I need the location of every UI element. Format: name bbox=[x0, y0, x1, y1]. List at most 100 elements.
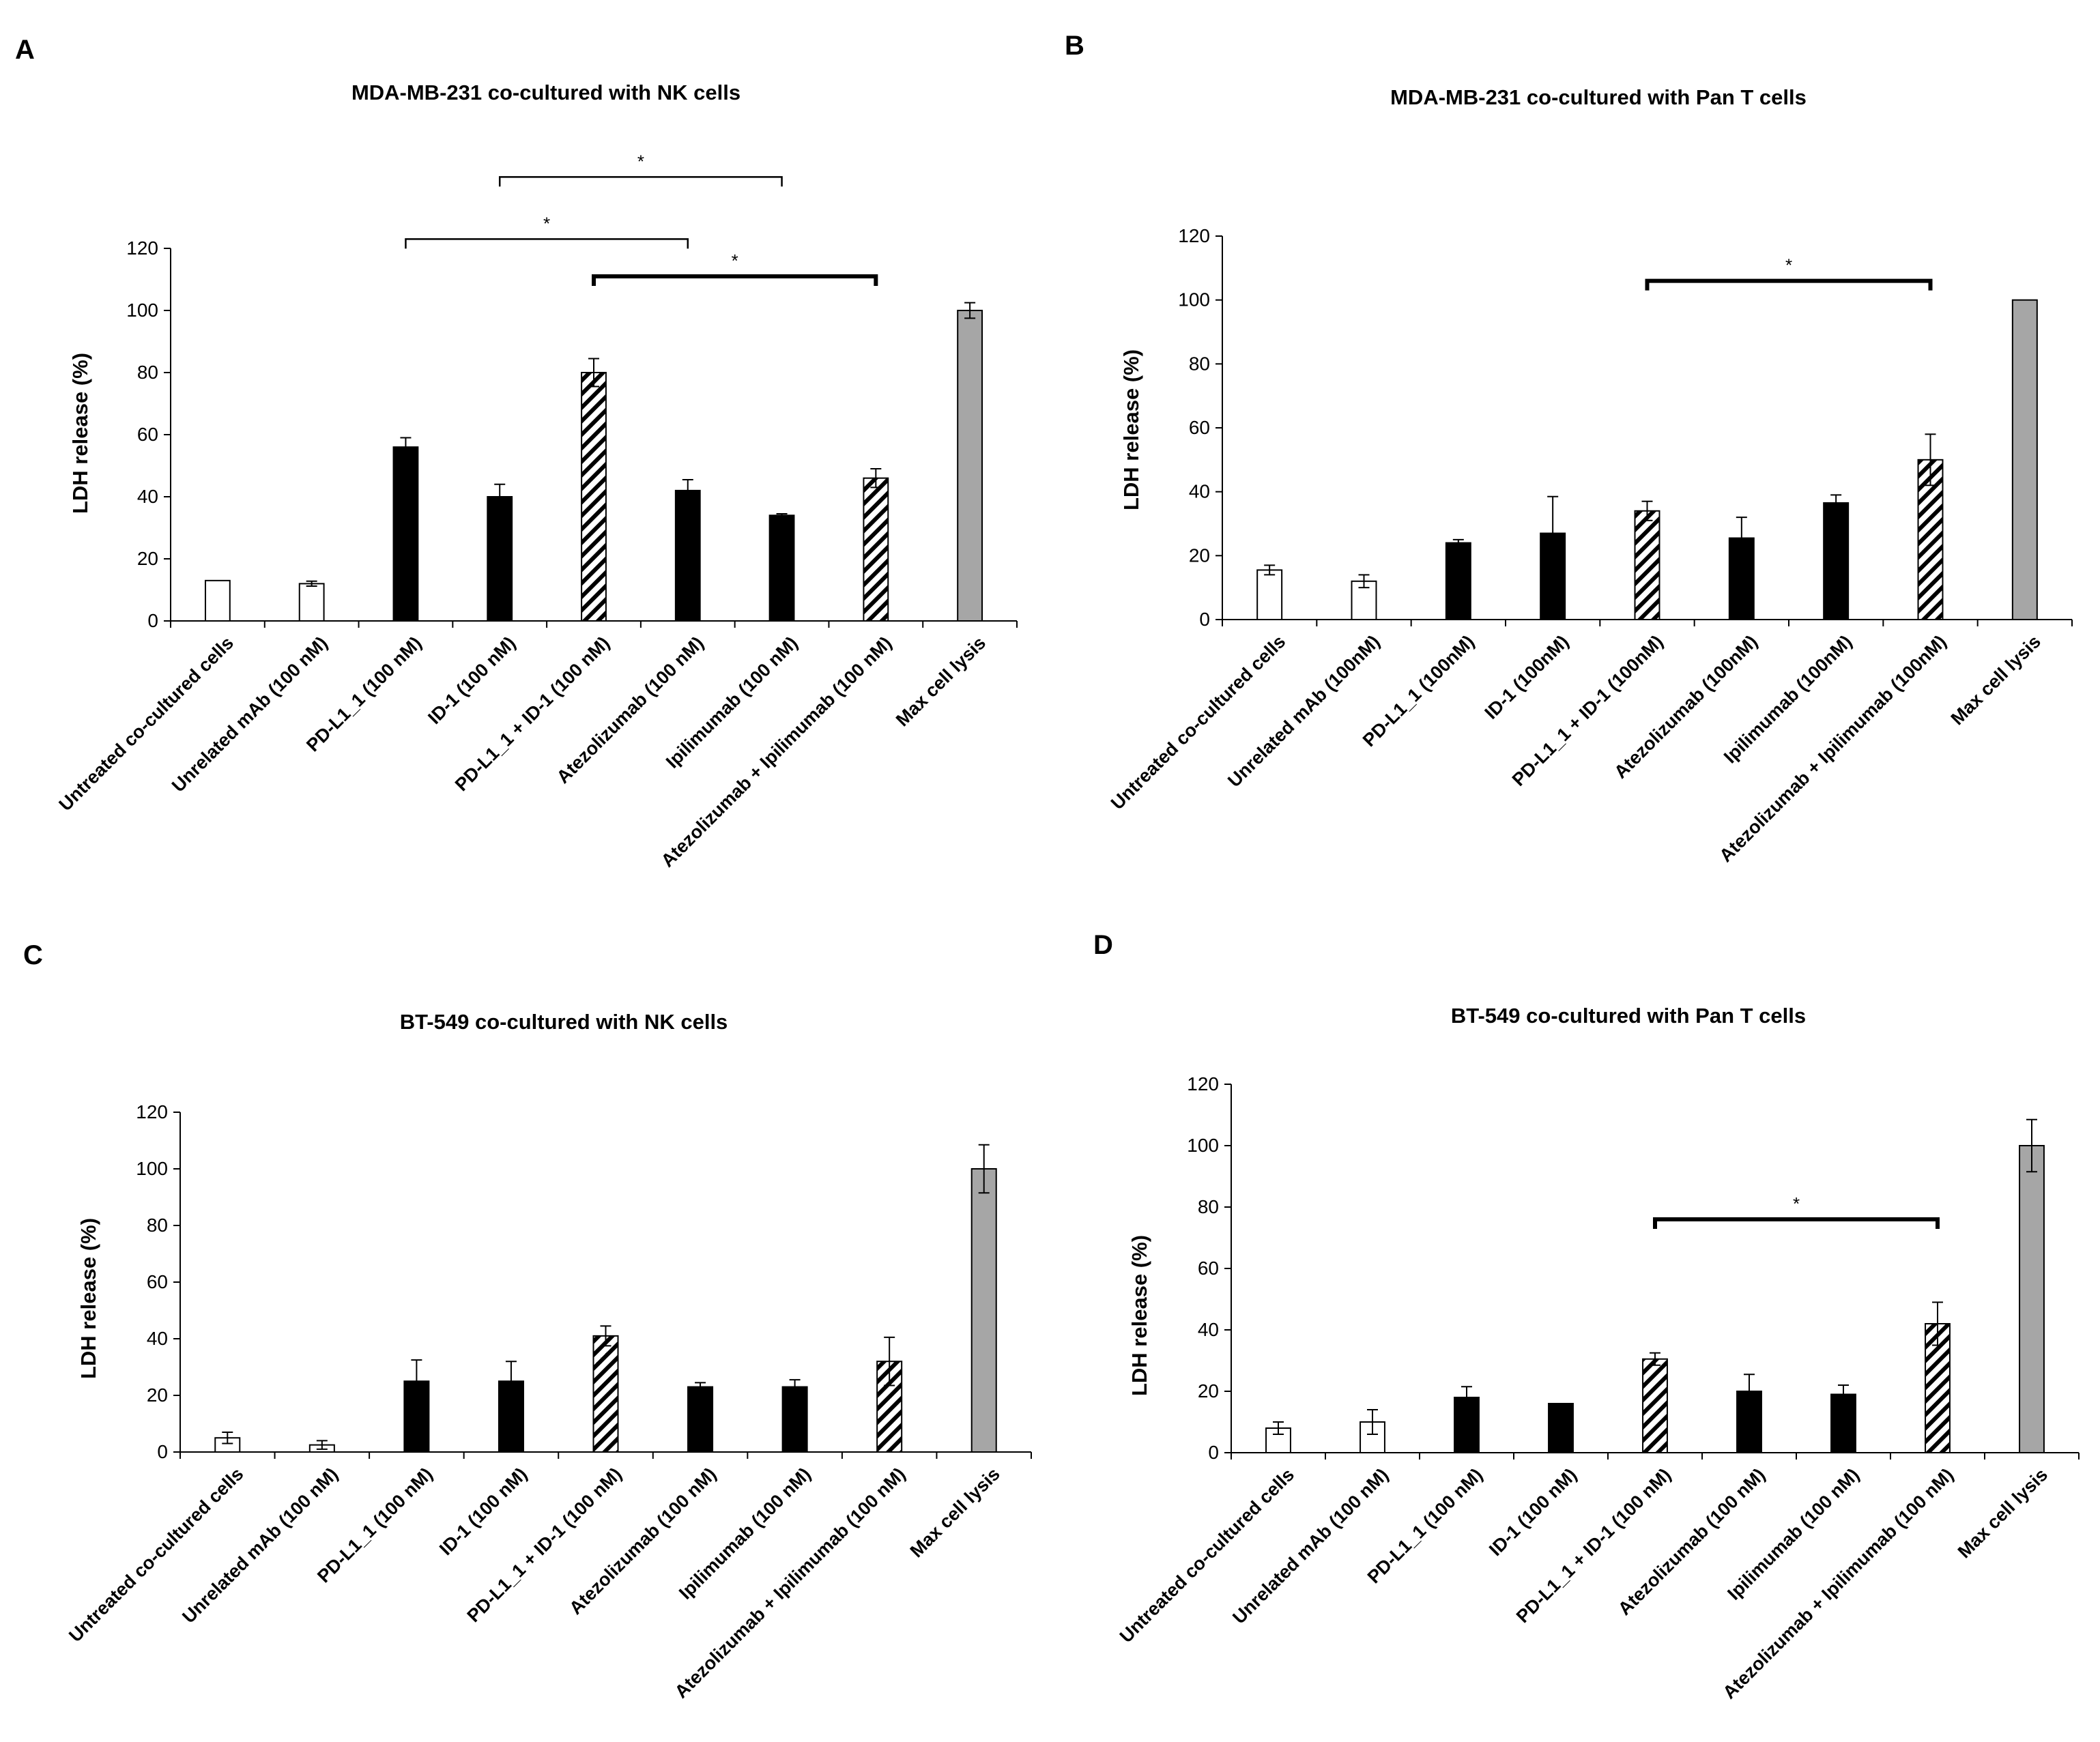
y-tick-label: 80 bbox=[147, 1215, 168, 1236]
panel-b-y-axis-label: LDH release (%) bbox=[1119, 349, 1143, 510]
x-tick-label: Max cell lysis bbox=[1947, 631, 2045, 729]
panel-d-plot: 0 20 40 60 80 100 120 Untreated co-cultured cel… bbox=[1116, 1073, 2080, 1703]
y-tick-label: 20 bbox=[147, 1384, 168, 1406]
bar bbox=[1917, 459, 1944, 620]
y-tick-label: 40 bbox=[137, 486, 158, 507]
y-tick-label: 80 bbox=[1198, 1196, 1219, 1217]
panel-a-title: MDA-MB-231 co-cultured with NK cells bbox=[351, 81, 740, 104]
panel-b: B MDA-MB-231 co-cultured with Pan T cell… bbox=[1065, 31, 2073, 866]
panel-a-letter: A bbox=[15, 35, 35, 65]
y-tick-label: 0 bbox=[157, 1441, 168, 1462]
y-tick-label: 0 bbox=[1208, 1442, 1219, 1463]
bar bbox=[970, 1168, 997, 1453]
x-tick-label: Max cell lysis bbox=[892, 633, 990, 730]
x-tick-label: ID-1 (100 nM) bbox=[435, 1464, 531, 1559]
panel-b-plot: 0 20 40 60 80 100 120 Untreated co-cultured cel… bbox=[1107, 225, 2073, 866]
x-tick-label: ID-1 (100nM) bbox=[1481, 631, 1573, 723]
bar bbox=[1548, 1403, 1574, 1453]
x-tick-label: PD-L1_1 + ID-1 (100 nM) bbox=[451, 633, 614, 795]
significance-label: * bbox=[732, 250, 738, 271]
panel-a-plot: 0 20 40 60 80 100 120 Untreated co-cultured cel… bbox=[55, 151, 1018, 871]
panel-b-title: MDA-MB-231 co-cultured with Pan T cells bbox=[1390, 85, 1807, 109]
y-tick-label: 60 bbox=[1198, 1258, 1219, 1279]
x-tick-label: Untreated co-cultured cells bbox=[1116, 1464, 1298, 1646]
y-tick-label: 120 bbox=[1178, 225, 1210, 246]
significance-label: * bbox=[543, 213, 550, 233]
bar bbox=[2019, 1145, 2045, 1453]
y-tick-label: 100 bbox=[1187, 1135, 1219, 1156]
bar bbox=[687, 1386, 714, 1453]
y-tick-label: 120 bbox=[126, 237, 158, 259]
y-tick-label: 0 bbox=[147, 610, 158, 631]
y-tick-label: 80 bbox=[1189, 353, 1210, 374]
panel-d-y-axis-label: LDH release (%) bbox=[1127, 1235, 1151, 1396]
panel-d-letter: D bbox=[1093, 930, 1113, 960]
y-tick-label: 100 bbox=[1178, 289, 1210, 310]
y-tick-label: 20 bbox=[1189, 545, 1210, 566]
bar bbox=[298, 583, 325, 622]
x-tick-label: Untreated co-cultured cells bbox=[65, 1464, 247, 1646]
panel-d-title: BT-549 co-cultured with Pan T cells bbox=[1451, 1004, 1806, 1028]
y-tick-label: 120 bbox=[136, 1101, 168, 1122]
panel-a: A MDA-MB-231 co-cultured with NK cells L… bbox=[15, 35, 1018, 871]
significance-label: * bbox=[637, 151, 644, 171]
significance-bracket bbox=[1653, 1217, 1940, 1229]
x-tick-label: Unrelated mAb (100 nM) bbox=[168, 633, 332, 796]
panel-b-letter: B bbox=[1065, 31, 1084, 61]
y-tick-label: 100 bbox=[136, 1158, 168, 1179]
panel-c-y-axis-label: LDH release (%) bbox=[76, 1218, 100, 1379]
bar bbox=[1823, 502, 1850, 621]
y-tick-label: 60 bbox=[137, 424, 158, 445]
y-tick-label: 20 bbox=[1198, 1380, 1219, 1402]
y-tick-label: 40 bbox=[147, 1328, 168, 1349]
bar bbox=[581, 372, 607, 622]
bar bbox=[768, 514, 795, 622]
x-tick-label: PD-L1_1 + ID-1 (100 nM) bbox=[1512, 1464, 1675, 1627]
bar bbox=[592, 1335, 619, 1453]
bar bbox=[863, 477, 889, 622]
x-tick-label: PD-L1_1 + ID-1 (100nM) bbox=[1508, 631, 1667, 790]
x-tick-label: Unrelated mAb (100nM) bbox=[1224, 631, 1383, 791]
significance-bracket bbox=[405, 238, 689, 249]
x-tick-label: Max cell lysis bbox=[906, 1464, 1004, 1561]
y-tick-label: 60 bbox=[1189, 417, 1210, 438]
bar bbox=[2011, 299, 2038, 620]
bar bbox=[674, 489, 701, 622]
x-tick-label: ID-1 (100 nM) bbox=[424, 633, 519, 728]
bar bbox=[204, 579, 231, 622]
bar bbox=[487, 496, 513, 622]
bar bbox=[1642, 1358, 1668, 1453]
x-tick-label: Max cell lysis bbox=[1954, 1464, 2052, 1562]
panel-c-title: BT-549 co-cultured with NK cells bbox=[400, 1010, 728, 1034]
bar bbox=[1634, 510, 1660, 620]
y-tick-label: 20 bbox=[137, 548, 158, 569]
bar bbox=[1445, 542, 1471, 620]
bar bbox=[781, 1386, 808, 1453]
bar bbox=[392, 446, 419, 622]
significance-label: * bbox=[1785, 255, 1792, 276]
y-tick-label: 80 bbox=[137, 362, 158, 383]
significance-bracket bbox=[1645, 278, 1933, 291]
panel-d: D BT-549 co-cultured with Pan T cells LD… bbox=[1093, 930, 2080, 1703]
significance-label: * bbox=[1793, 1193, 1800, 1214]
x-tick-label: ID-1 (100 nM) bbox=[1485, 1464, 1581, 1560]
x-tick-label: Unrelated mAb (100 nM) bbox=[178, 1464, 342, 1627]
y-tick-label: 40 bbox=[1189, 481, 1210, 502]
y-tick-label: 60 bbox=[147, 1271, 168, 1292]
panel-c-letter: C bbox=[23, 940, 43, 970]
y-tick-label: 100 bbox=[126, 300, 158, 321]
panel-c-plot: 0 20 40 60 80 100 120 Untreated co-cultured cel… bbox=[65, 1101, 1032, 1702]
significance-bracket bbox=[592, 274, 878, 286]
bar bbox=[1256, 569, 1283, 620]
significance-bracket bbox=[498, 176, 783, 187]
x-tick-label: Untreated co-cultured cells bbox=[55, 633, 238, 815]
panel-c: C BT-549 co-cultured with NK cells LDH r… bbox=[23, 940, 1032, 1702]
y-tick-label: 40 bbox=[1198, 1319, 1219, 1340]
panel-a-y-axis-label: LDH release (%) bbox=[68, 353, 92, 514]
y-tick-label: 0 bbox=[1199, 609, 1210, 630]
x-tick-label: Untreated co-cultured cells bbox=[1107, 631, 1289, 813]
y-tick-label: 120 bbox=[1187, 1073, 1219, 1094]
x-tick-label: PD-L1_1 + ID-1 (100 nM) bbox=[463, 1464, 625, 1626]
x-tick-label: Unrelated mAb (100 nM) bbox=[1228, 1464, 1392, 1628]
